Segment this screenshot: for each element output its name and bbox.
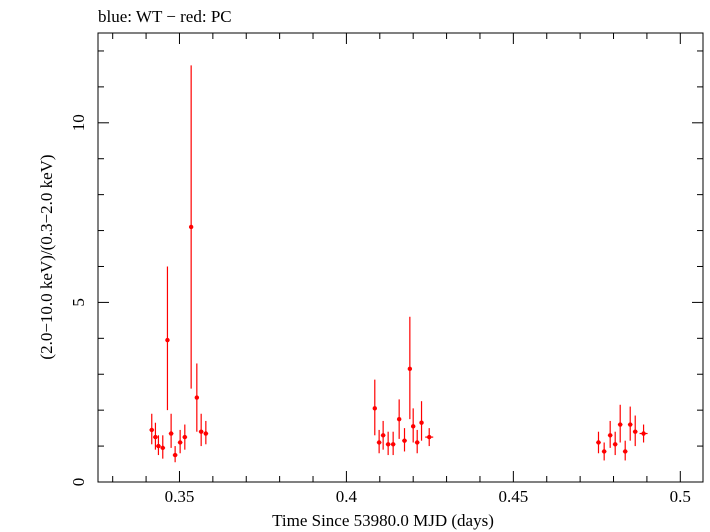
axis-ticks xyxy=(98,33,703,483)
data-marker xyxy=(601,449,607,454)
data-point xyxy=(601,442,607,461)
data-marker xyxy=(607,433,613,438)
data-point xyxy=(376,429,382,454)
data-point xyxy=(632,415,638,447)
data-marker xyxy=(194,395,200,400)
data-point xyxy=(617,404,623,443)
data-marker xyxy=(385,442,391,447)
data-point xyxy=(194,363,200,432)
data-marker xyxy=(376,440,382,445)
data-marker xyxy=(612,442,618,447)
data-point xyxy=(372,379,377,436)
plot-frame xyxy=(97,32,704,483)
data-point xyxy=(172,446,178,463)
data-marker xyxy=(198,429,204,434)
data-point xyxy=(160,435,166,459)
data-point xyxy=(639,424,648,443)
data-point xyxy=(596,431,601,454)
data-point xyxy=(402,428,407,452)
data-marker xyxy=(203,431,209,436)
data-point xyxy=(165,266,170,411)
x-tick-label: 0.45 xyxy=(498,487,528,506)
data-marker xyxy=(160,445,165,451)
x-tick-label: 0.35 xyxy=(165,487,195,506)
data-series-pc xyxy=(149,65,648,463)
data-marker xyxy=(396,416,402,422)
data-marker xyxy=(427,434,432,440)
y-tick-label: 5 xyxy=(69,298,88,307)
data-point xyxy=(182,424,188,450)
data-marker xyxy=(596,440,601,445)
data-point xyxy=(425,428,434,447)
data-point xyxy=(380,420,386,450)
x-axis-label: Time Since 53980.0 MJD (days) xyxy=(272,511,494,530)
data-marker xyxy=(617,422,623,427)
data-point xyxy=(177,429,183,454)
data-point xyxy=(410,408,416,443)
chart-title: blue: WT − red: PC xyxy=(98,7,232,26)
data-marker xyxy=(177,440,183,445)
data-point xyxy=(407,316,413,420)
data-point xyxy=(419,401,424,441)
data-point xyxy=(627,406,633,441)
x-tick-label: 0.5 xyxy=(670,487,691,506)
data-point xyxy=(385,431,391,456)
data-marker xyxy=(182,434,188,440)
data-point xyxy=(390,431,396,456)
data-point xyxy=(188,65,194,389)
data-marker xyxy=(419,420,424,425)
x-tick-label: 0.4 xyxy=(336,487,358,506)
data-point xyxy=(156,435,161,456)
y-axis-label: (2.0−10.0 keV)/(0.3−2.0 keV) xyxy=(37,154,56,359)
data-marker xyxy=(633,429,638,434)
data-marker xyxy=(641,431,646,436)
y-tick-label: 10 xyxy=(69,114,88,131)
data-marker xyxy=(156,443,161,449)
data-marker xyxy=(380,433,386,438)
data-point xyxy=(396,399,402,439)
data-point xyxy=(149,413,155,445)
data-marker xyxy=(172,452,178,458)
data-point xyxy=(198,413,204,447)
y-tick-label: 0 xyxy=(69,478,88,487)
data-point xyxy=(414,429,420,454)
data-point xyxy=(612,431,618,456)
data-marker xyxy=(372,406,377,411)
data-marker xyxy=(402,438,407,443)
data-marker xyxy=(410,424,416,429)
data-marker xyxy=(149,427,154,433)
data-point xyxy=(168,413,174,448)
axis-tick-labels: 0.35 0.4 0.45 0.5 0 5 10 xyxy=(69,114,691,506)
data-marker xyxy=(168,431,174,436)
data-marker xyxy=(390,442,396,447)
data-marker xyxy=(623,449,628,454)
data-marker xyxy=(165,337,170,343)
data-marker xyxy=(188,224,194,230)
data-marker xyxy=(414,440,420,445)
data-point xyxy=(607,420,613,448)
data-marker xyxy=(407,366,413,372)
data-marker xyxy=(628,422,633,427)
data-point xyxy=(153,422,158,450)
data-marker xyxy=(153,434,158,440)
data-point xyxy=(622,440,628,461)
data-point xyxy=(203,420,209,445)
